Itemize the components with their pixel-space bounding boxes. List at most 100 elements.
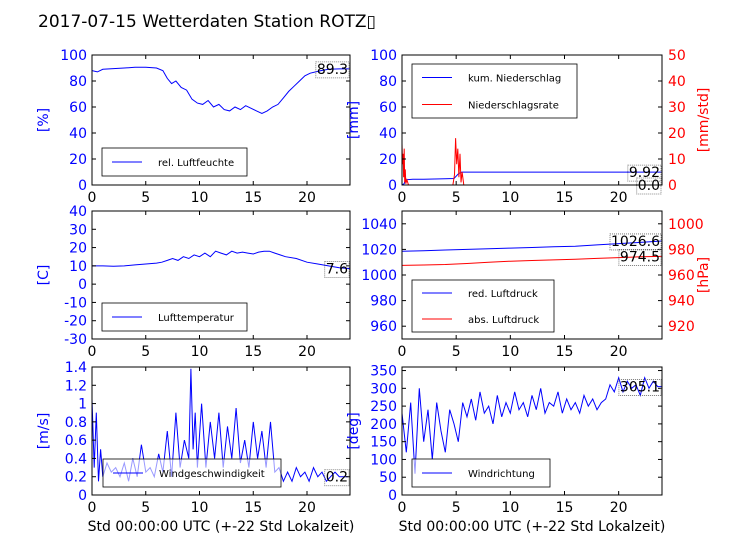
y-tick-label-wind_speed: 0.4	[65, 451, 87, 467]
legend-wind_speed: Windgeschwindigkeit	[102, 458, 282, 488]
y2-tick-label-precipitation: 50	[668, 48, 686, 64]
y-tick-label-wind_direction: 100	[370, 452, 397, 468]
legend-entry-humidity-0: rel. Luftfeuchte	[158, 158, 234, 169]
x-tick-label-wind_speed: 0	[88, 500, 97, 516]
y-tick-label-pressure: 1000	[361, 268, 397, 284]
y-tick-label-wind_speed: 1	[78, 397, 87, 413]
x-tick-label-humidity: 20	[298, 190, 316, 206]
end-value2-precipitation: 0.0	[638, 178, 660, 194]
y2-tick-label-precipitation: 30	[668, 100, 686, 116]
y-tick-label-precipitation: 40	[379, 126, 397, 142]
y-tick-label-humidity: 0	[78, 178, 87, 194]
x-tick-label-temperature: 0	[88, 344, 97, 360]
x-tick-label-wind_speed: 5	[141, 500, 150, 516]
legend-entry-temperature-0: Lufttemperatur	[158, 313, 235, 324]
y-tick-label-wind_direction: 250	[370, 399, 397, 415]
x-tick-label-pressure: 20	[610, 344, 628, 360]
end-value2-pressure: 974.5	[620, 249, 660, 265]
x-tick-label-precipitation: 20	[610, 190, 628, 206]
y-tick-label-pressure: 960	[370, 319, 397, 335]
end-value-wind_speed: 0.2	[326, 470, 348, 486]
y-axis-label-wind_speed: [m/s]	[36, 413, 52, 450]
y-tick-label-wind_speed: 1.2	[65, 378, 87, 394]
x-tick-label-humidity: 15	[244, 190, 262, 206]
end-value-pressure-box	[609, 233, 662, 251]
y-tick-label-wind_direction: 50	[379, 470, 397, 486]
x-tick-label-humidity: 10	[191, 190, 209, 206]
x-tick-label-temperature: 15	[244, 344, 262, 360]
y-tick-label-pressure: 1040	[361, 217, 397, 233]
y-tick-label-temperature: 20	[69, 241, 87, 257]
legend-precipitation: kum. Niederschlag Niederschlagsrate	[411, 63, 578, 119]
y2-tick-label-precipitation: 20	[668, 126, 686, 142]
x-tick-label-temperature: 10	[191, 344, 209, 360]
y-tick-label-pressure: 980	[370, 294, 397, 310]
legend-entry-pressure-1: abs. Luftdruck	[468, 315, 539, 326]
y2-tick-label-precipitation: 10	[668, 152, 686, 168]
legend-entry-wind_direction-0: Windrichtung	[468, 469, 535, 480]
series-line-wind_direction-0	[402, 375, 662, 474]
x-tick-label-wind_direction: 15	[556, 500, 574, 516]
y-axis-label-humidity: [%]	[36, 108, 52, 132]
series-line-precipitation-1	[402, 138, 662, 185]
x-tick-label-pressure: 15	[556, 344, 574, 360]
y2-tick-label-precipitation: 40	[668, 74, 686, 90]
y-tick-label-precipitation: 60	[379, 100, 397, 116]
x-tick-label-pressure: 0	[398, 344, 407, 360]
x-tick-label-wind_direction: 0	[398, 500, 407, 516]
series-line-precipitation-0	[402, 171, 662, 185]
y-tick-label-wind_direction: 0	[388, 488, 397, 504]
legend-entry-precipitation-0: kum. Niederschlag	[468, 74, 561, 85]
y-tick-label-wind_direction: 150	[370, 435, 397, 451]
y-axis-label-wind_direction: [deg]	[346, 412, 362, 449]
y-axis-label-temperature: [C]	[36, 265, 52, 286]
x-tick-label-temperature: 5	[141, 344, 150, 360]
end-value-precipitation: 9.92	[629, 165, 660, 181]
y-tick-label-precipitation: 100	[370, 48, 397, 64]
y-tick-label-temperature: -10	[64, 295, 87, 311]
x-tick-label-humidity: 5	[141, 190, 150, 206]
y-tick-label-wind_speed: 0.6	[65, 433, 87, 449]
y2-tick-label-pressure: 980	[668, 242, 695, 258]
y-tick-label-precipitation: 80	[379, 74, 397, 90]
y-tick-label-wind_direction: 300	[370, 381, 397, 397]
y-tick-label-pressure: 1020	[361, 242, 397, 258]
x-tick-label-wind_speed: 15	[244, 500, 262, 516]
x-tick-label-pressure: 10	[501, 344, 519, 360]
legend-pressure: red. Luftdruck abs. Luftdruck	[411, 279, 555, 333]
x-tick-label-humidity: 0	[88, 190, 97, 206]
end-value2-pressure-box	[618, 249, 662, 266]
legend-box-wind_speed	[102, 458, 282, 488]
y2-tick-label-pressure: 940	[668, 294, 695, 310]
y2-tick-label-pressure: 960	[668, 268, 695, 284]
end-value-pressure: 1026.6	[611, 234, 660, 250]
end-value-wind_direction: 305.1	[620, 380, 660, 396]
y-tick-label-wind_speed: 1.4	[65, 360, 87, 376]
x-axis-label-wind_direction: Std 00:00:00 UTC (+-22 Std Lokalzeit)	[399, 519, 666, 535]
end-value-temperature: 7.6	[326, 262, 348, 278]
plot-frame-temperature	[91, 210, 351, 340]
y-tick-label-temperature: -30	[64, 332, 87, 348]
end-value-temperature-box	[324, 261, 350, 279]
y-tick-label-humidity: 80	[69, 74, 87, 90]
x-tick-label-wind_direction: 5	[452, 500, 461, 516]
y2-tick-label-pressure: 1000	[668, 217, 704, 233]
y-tick-label-humidity: 100	[60, 48, 87, 64]
x-tick-label-wind_direction: 20	[610, 500, 628, 516]
panel-pressure: 0 5 10 15 20 960 980 1000 1020 1040 920 940 960 980 10…	[361, 210, 712, 360]
y2-axis-label-precipitation: [mm/std]	[696, 88, 712, 153]
x-axis-label-wind_speed: Std 00:00:00 UTC (+-22 Std Lokalzeit)	[88, 519, 355, 535]
x-tick-label-precipitation: 10	[501, 190, 519, 206]
panel-precipitation: 0 5 10 15 20 0 20 40 60 80 100 0 10 20 30 40 50 [mm] [mm/s…	[346, 48, 712, 206]
y2-axis-label-pressure: [hPa]	[696, 257, 712, 293]
x-tick-label-wind_speed: 20	[298, 500, 316, 516]
y-tick-label-temperature: 40	[69, 204, 87, 220]
x-tick-label-precipitation: 5	[452, 190, 461, 206]
y-tick-label-wind_speed: 0.8	[65, 415, 87, 431]
end-value2-precipitation-box	[636, 177, 662, 195]
y-tick-label-humidity: 40	[69, 126, 87, 142]
x-tick-label-precipitation: 0	[398, 190, 407, 206]
legend-wind_direction: Windrichtung	[411, 458, 551, 488]
plot-frame-wind_speed	[91, 366, 351, 496]
